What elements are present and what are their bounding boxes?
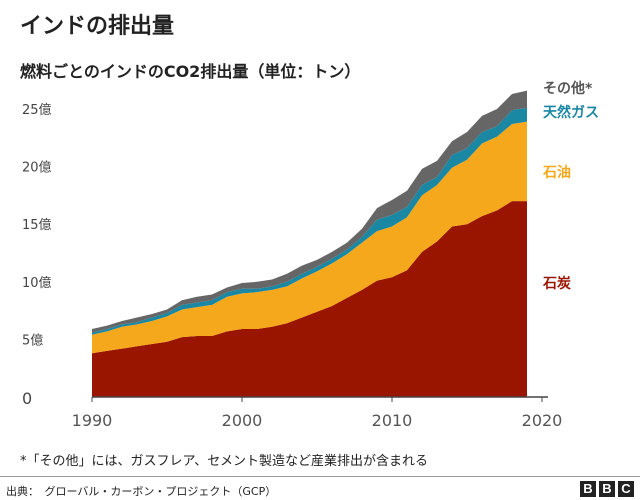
x-tick-label: 2020 bbox=[522, 411, 563, 430]
footnote: *「その他」には、ガスフレア、セメント製造など産業排出が含まれる bbox=[20, 454, 428, 469]
y-tick-label: 10億 bbox=[22, 275, 52, 291]
series-label: その他* bbox=[543, 80, 593, 97]
y-tick-label: 25億 bbox=[22, 102, 52, 118]
divider bbox=[0, 476, 640, 477]
bbc-logo: B B C bbox=[580, 481, 634, 497]
logo-letter: C bbox=[618, 481, 634, 497]
series-label: 石油 bbox=[542, 164, 571, 181]
y-tick-label: 20億 bbox=[22, 160, 52, 176]
area-series-0 bbox=[92, 201, 527, 397]
y-tick-label: 0 bbox=[22, 389, 32, 408]
stacked-area-chart: 石炭 石油 天然ガス その他* 1990 2000 2010 2020 0 5億 10億 15億 20億… bbox=[22, 80, 599, 430]
series-label: 石炭 bbox=[542, 275, 571, 292]
y-tick-label: 15億 bbox=[22, 217, 52, 233]
x-tick-label: 2010 bbox=[372, 411, 413, 430]
x-tick-label: 1990 bbox=[72, 411, 113, 430]
logo-letter: B bbox=[580, 481, 596, 497]
series-label: 天然ガス bbox=[543, 104, 599, 121]
x-tick-label: 2000 bbox=[222, 411, 263, 430]
source-text: 出典： グローバル・カーボン・プロジェクト（GCP） bbox=[6, 485, 277, 498]
y-tick-label: 5億 bbox=[22, 332, 43, 348]
logo-letter: B bbox=[599, 481, 615, 497]
area-series-1 bbox=[92, 121, 527, 354]
chart-title: インドの排出量 bbox=[20, 14, 175, 39]
chart-subtitle: 燃料ごとのインドのCO2排出量（単位：トン） bbox=[20, 62, 361, 81]
